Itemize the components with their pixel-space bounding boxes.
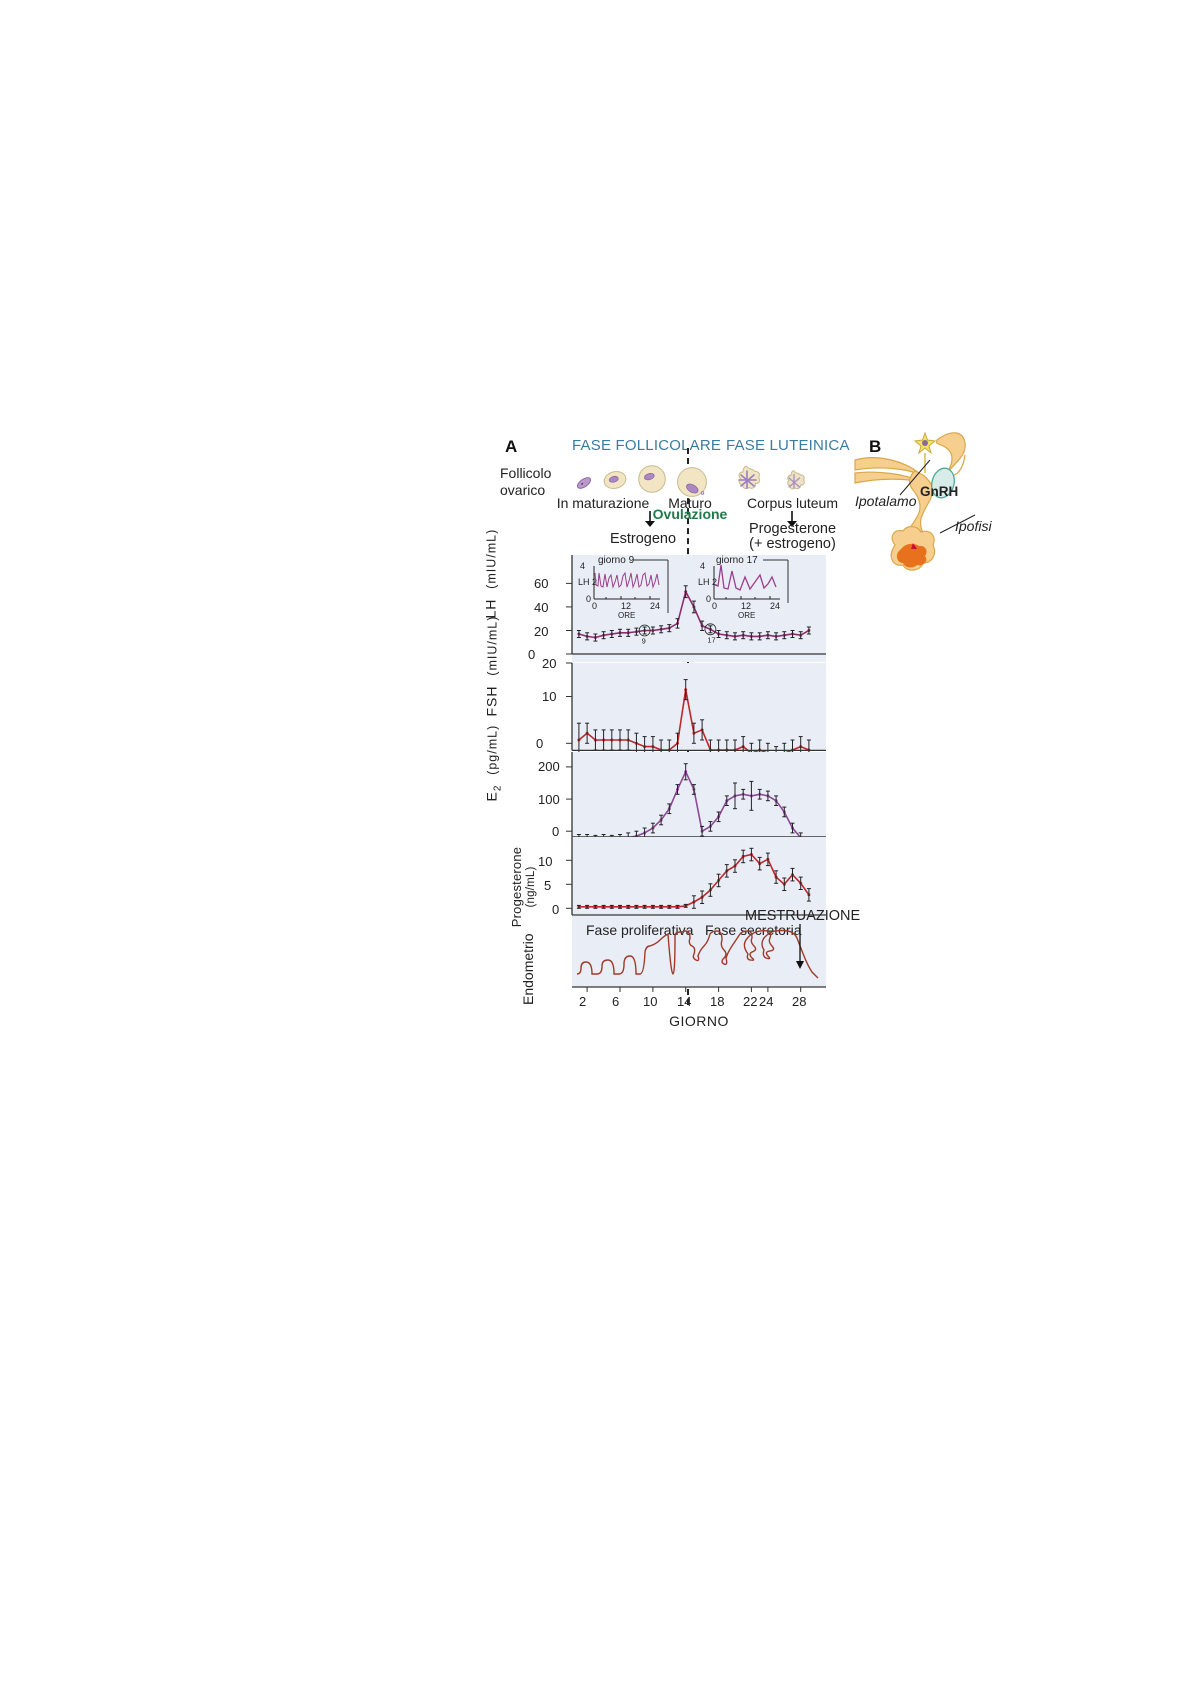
svg-text:giorno 17: giorno 17 — [716, 555, 758, 566]
svg-text:LH 2: LH 2 — [578, 577, 597, 587]
svg-text:9: 9 — [642, 636, 646, 645]
svg-text:12: 12 — [621, 601, 631, 611]
svg-text:ORE: ORE — [738, 611, 755, 620]
svg-text:4: 4 — [700, 561, 705, 571]
svg-text:0: 0 — [586, 594, 591, 604]
svg-text:17: 17 — [707, 635, 715, 644]
svg-text:0: 0 — [592, 601, 597, 611]
svg-text:4: 4 — [580, 561, 585, 571]
svg-text:24: 24 — [650, 601, 660, 611]
svg-text:24: 24 — [770, 601, 780, 611]
svg-text:0: 0 — [712, 601, 717, 611]
svg-text:12: 12 — [741, 601, 751, 611]
svg-text:LH 2: LH 2 — [698, 577, 717, 587]
svg-text:ORE: ORE — [618, 611, 635, 620]
svg-text:giorno 9: giorno 9 — [598, 555, 635, 566]
svg-text:0: 0 — [706, 594, 711, 604]
